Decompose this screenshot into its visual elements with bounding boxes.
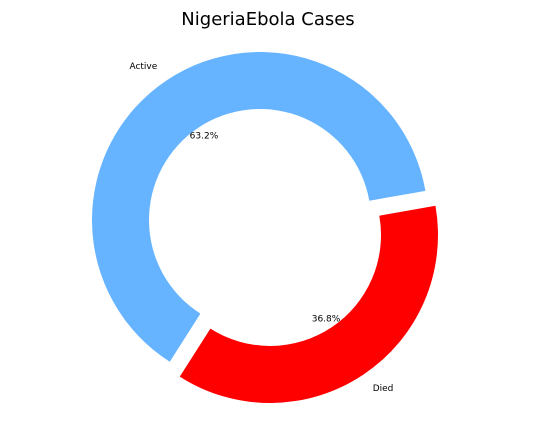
- percent-label-died: 36.8%: [312, 314, 341, 324]
- donut-slice-died: [179, 205, 439, 403]
- percent-label-active: 63.2%: [190, 132, 219, 142]
- slice-label-active: Active: [129, 62, 157, 72]
- slice-label-died: Died: [373, 384, 394, 394]
- donut-labels: Active 63.2% Died 36.8%: [129, 62, 393, 394]
- donut-slices: [91, 51, 439, 403]
- donut-slice-active: [91, 51, 426, 362]
- chart-title: NigeriaEbola Cases: [181, 9, 354, 30]
